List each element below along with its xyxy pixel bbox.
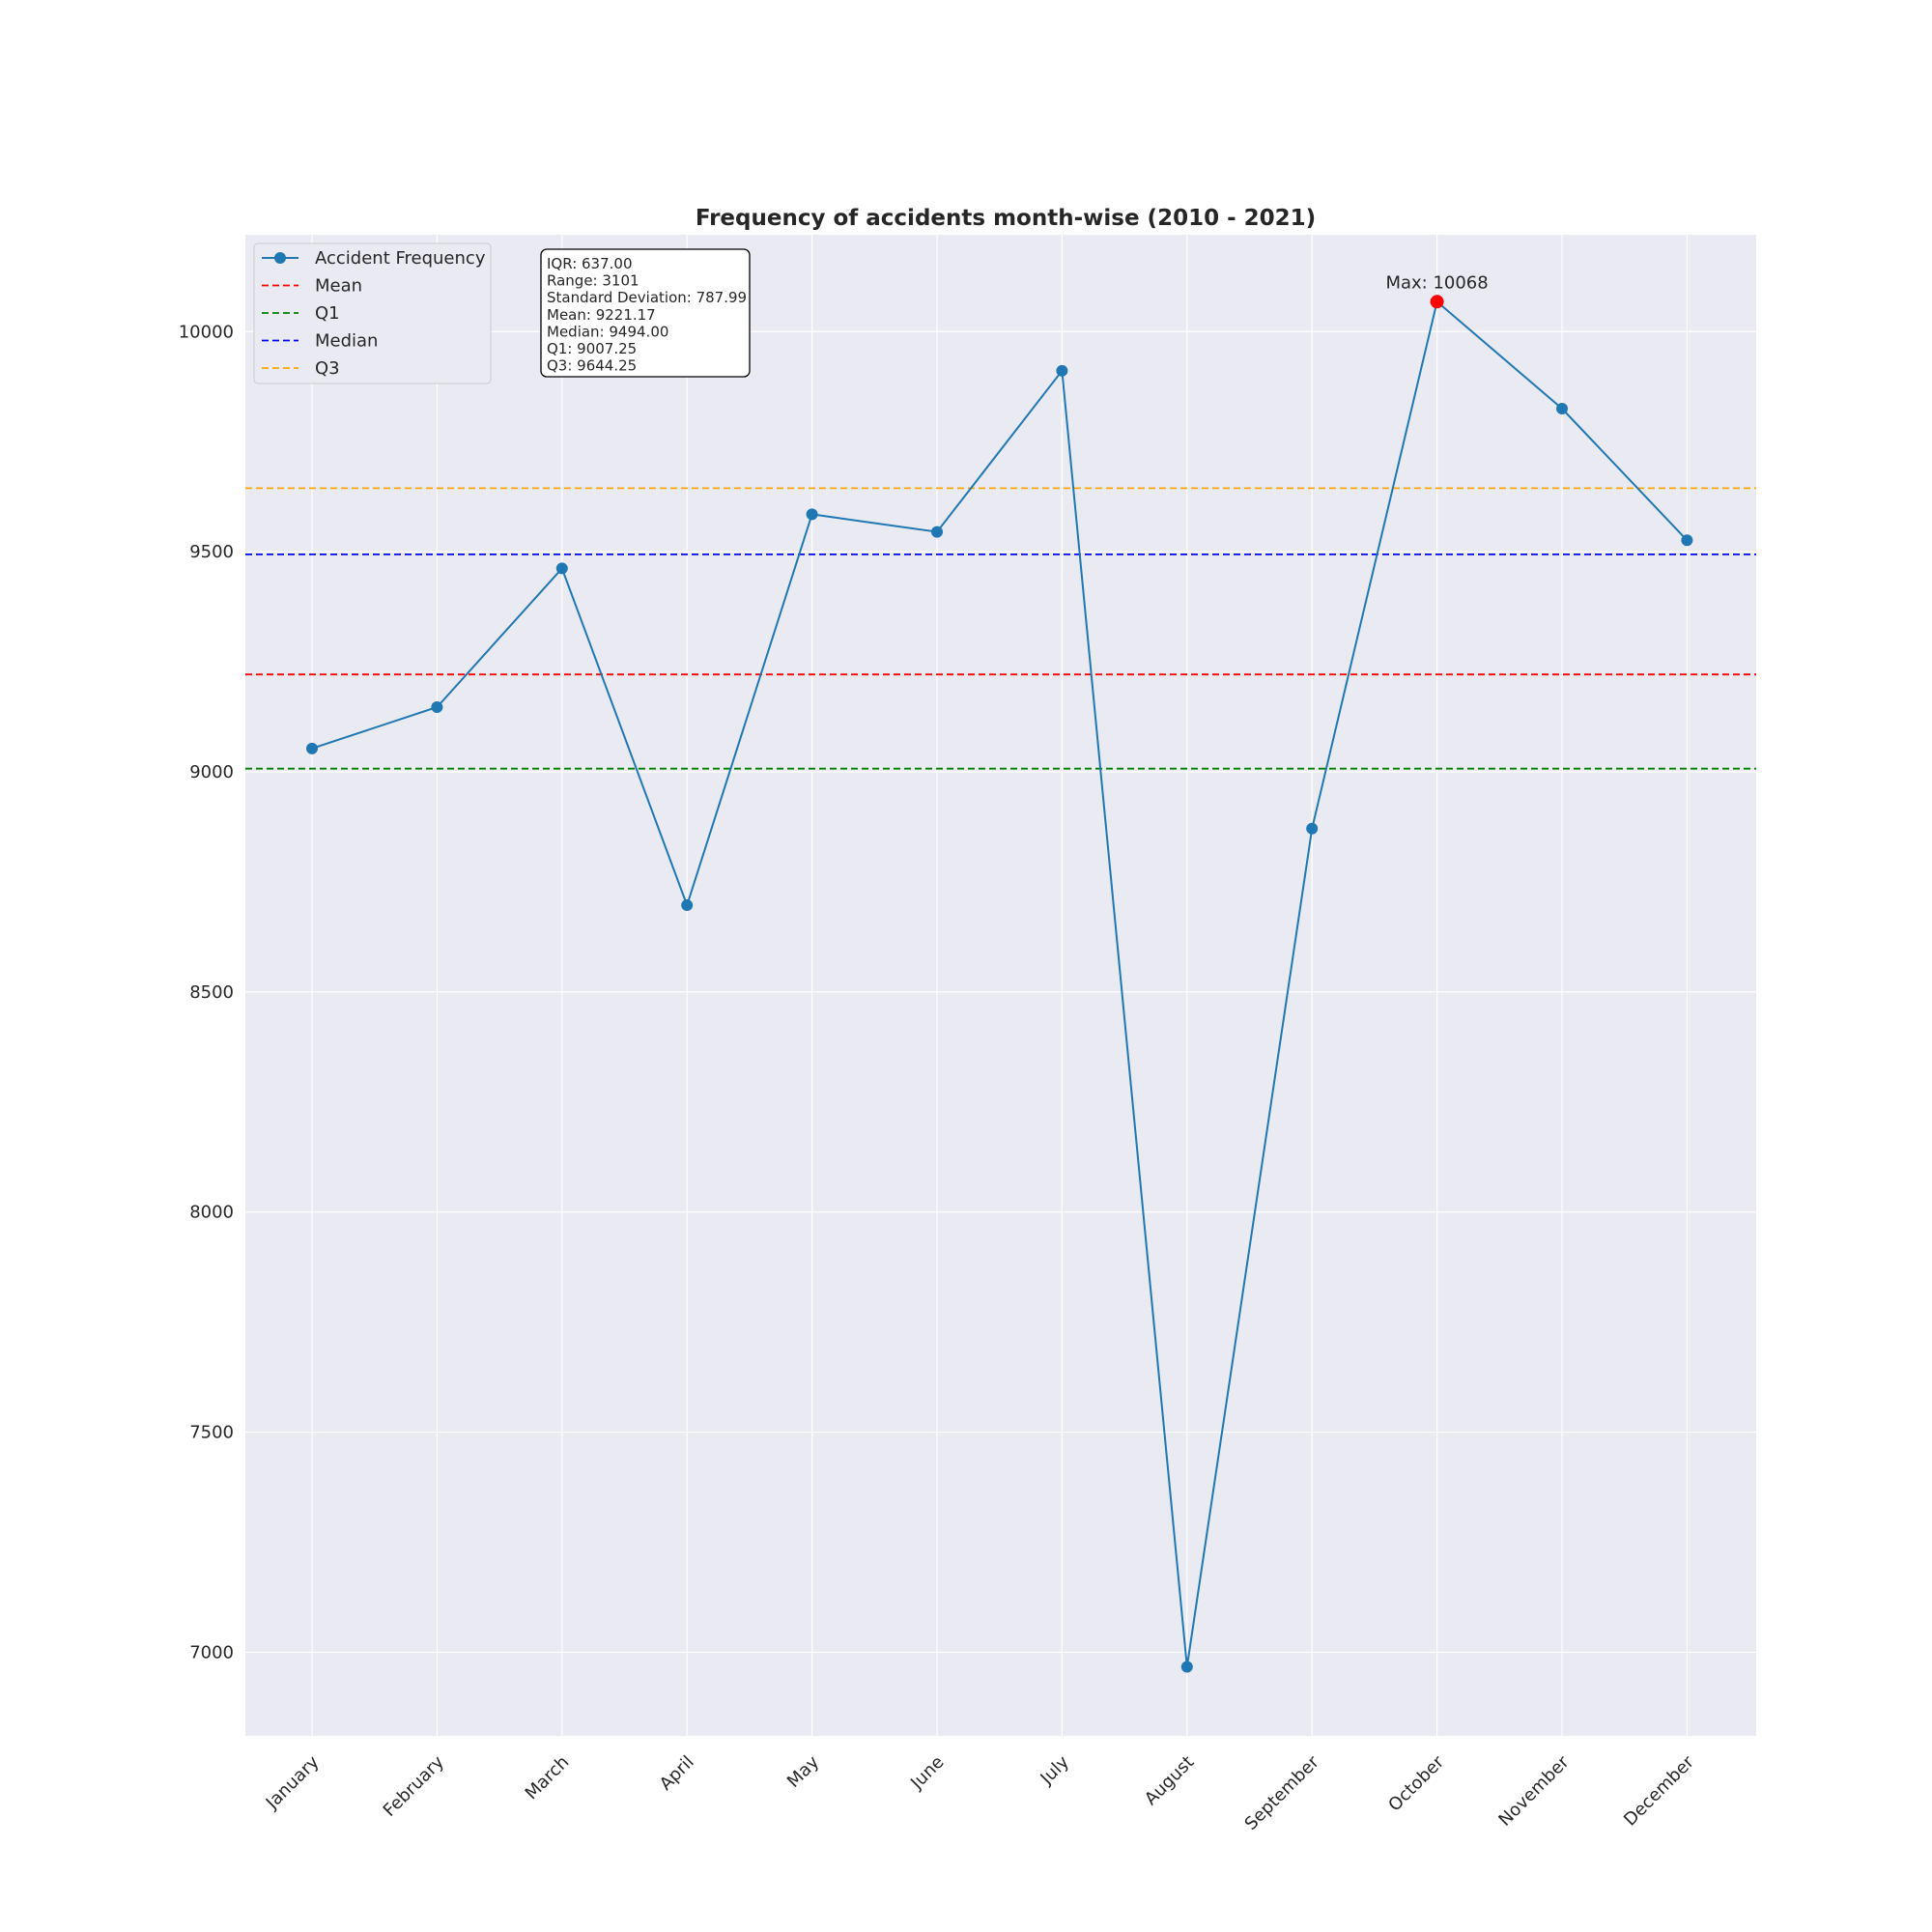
stats-line: Q1: 9007.25 [547,340,637,357]
legend-label: Q3 [315,358,340,379]
x-tick-label: November [1494,1751,1573,1830]
x-tick-march: March [522,1752,574,1804]
stats-line: Standard Deviation: 787.99 [547,289,747,306]
max-annotation: Max: 10068 [1385,272,1488,293]
data-point [1556,403,1568,415]
y-tick-label: 9500 [189,542,234,562]
y-tick-label: 7500 [189,1423,234,1443]
legend-label: Accident Frequency [315,248,486,269]
plot-area [245,235,1756,1736]
x-tick-january: January [262,1751,324,1813]
series-line [311,299,1689,1667]
legend-label: Median [315,331,378,352]
stats-box-frame [540,248,751,378]
x-tick-label: January [262,1751,324,1813]
y-tick-label: 8000 [189,1203,234,1223]
data-point [431,700,443,713]
x-tick-february: February [380,1751,448,1820]
stats-line: Range: 3101 [547,272,639,290]
stats-line: Q3: 9644.25 [547,357,637,375]
stats-line: Mean: 9221.17 [547,306,656,324]
data-point [1180,1661,1193,1673]
x-axis-ticks: January February March April May June July Augu… [262,1751,1699,1834]
x-tick-label: March [522,1752,574,1804]
x-tick-label: September [1241,1751,1324,1834]
x-tick-july: July [1036,1751,1073,1789]
y-tick-label: 7000 [189,1642,234,1662]
x-tick-may: May [783,1751,823,1791]
data-point [1681,534,1693,547]
legend-marker-dot [274,252,286,264]
x-tick-september: September [1241,1751,1324,1834]
x-tick-april: April [656,1752,698,1795]
x-tick-label: May [783,1751,823,1791]
x-tick-label: July [1036,1751,1073,1789]
x-tick-june: June [906,1752,948,1794]
x-tick-label: February [380,1751,448,1820]
x-tick-label: August [1141,1752,1198,1809]
x-tick-october: October [1384,1751,1448,1815]
data-point [931,526,943,538]
chart-title: Frequency of accidents month-wise (2010 … [696,206,1316,231]
data-point [306,742,318,754]
x-tick-label: April [656,1752,698,1795]
y-tick-label: 8500 [189,982,234,1003]
max-point [1430,295,1444,309]
legend-label: Mean [315,276,362,297]
x-tick-december: December [1620,1751,1698,1830]
data-point [555,562,568,575]
stats-line: Median: 9494.00 [547,323,668,340]
x-tick-august: August [1141,1752,1198,1809]
data-point [1306,822,1319,835]
legend: Accident Frequency Mean Q1 Median Q3 [253,242,492,384]
legend-entry: Median [262,331,378,352]
legend-entry: Mean [262,276,362,297]
reference-lines [245,487,1756,770]
y-tick-label: 9000 [189,762,234,782]
legend-entry: Q3 [262,358,340,379]
legend-frame [253,242,492,384]
legend-label: Q1 [315,303,340,324]
legend-entry: Accident Frequency [262,248,486,269]
data-point [806,508,818,521]
y-axis-ticks: 7000 7500 8000 8500 9000 9500 10000 [179,322,234,1662]
grid-lines [245,235,1756,1736]
x-tick-label: December [1620,1751,1698,1830]
series-accident-frequency [306,295,1693,1673]
data-point [681,899,694,912]
y-tick-label: 10000 [179,322,234,342]
x-tick-label: October [1384,1751,1448,1815]
x-tick-november: November [1494,1751,1573,1830]
stats-line: IQR: 637.00 [547,255,633,272]
legend-entry: Q1 [262,303,340,324]
data-point [1056,364,1068,377]
x-tick-label: June [906,1752,948,1794]
